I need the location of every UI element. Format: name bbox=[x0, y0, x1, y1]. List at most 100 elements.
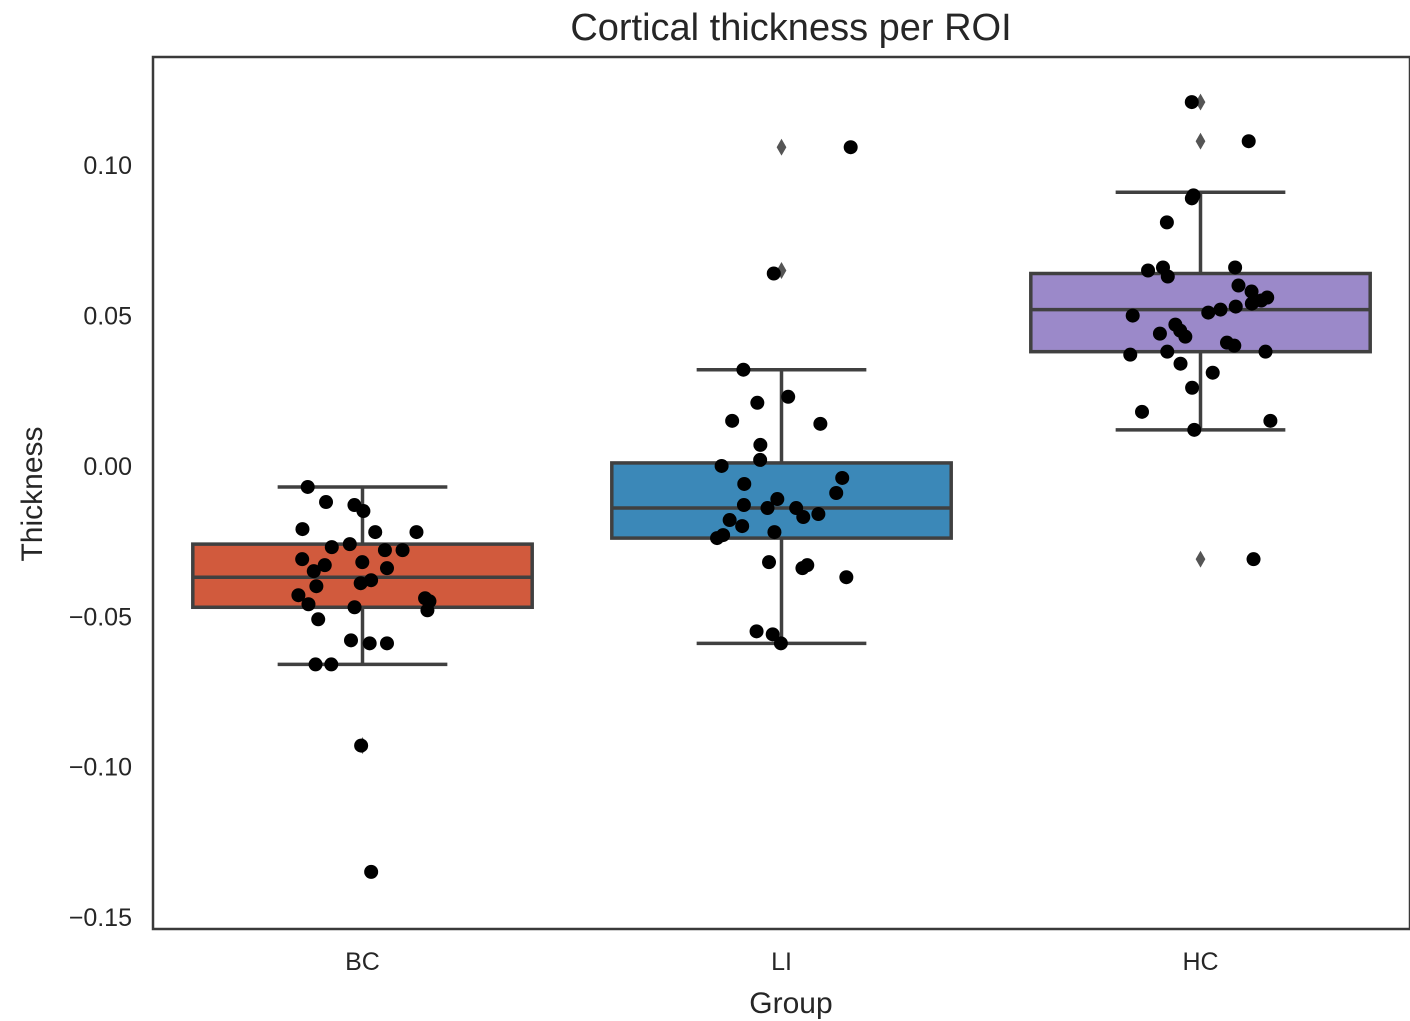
data-point bbox=[1159, 215, 1174, 230]
data-point bbox=[753, 452, 768, 467]
data-point bbox=[829, 486, 844, 500]
data-point bbox=[835, 470, 850, 485]
outlier-marker bbox=[1195, 550, 1206, 568]
data-point bbox=[813, 416, 828, 431]
x-tick-label-bc: BC bbox=[345, 948, 380, 976]
data-point bbox=[1263, 413, 1278, 428]
data-point bbox=[1184, 191, 1199, 206]
data-point bbox=[295, 522, 310, 537]
data-point bbox=[1246, 552, 1261, 567]
data-point bbox=[753, 437, 768, 452]
data-point bbox=[735, 519, 750, 534]
y-tick-label: −0.05 bbox=[69, 603, 132, 631]
data-point bbox=[308, 657, 323, 672]
data-point bbox=[1173, 356, 1188, 371]
data-point bbox=[767, 525, 782, 540]
data-point bbox=[773, 636, 788, 651]
data-point bbox=[1125, 308, 1140, 323]
data-point bbox=[324, 657, 339, 672]
data-point bbox=[749, 624, 764, 639]
data-point bbox=[1187, 422, 1202, 437]
data-point bbox=[309, 579, 324, 594]
data-point bbox=[1178, 329, 1193, 344]
y-tick-label: 0.00 bbox=[83, 453, 132, 481]
data-point bbox=[300, 479, 315, 494]
data-point bbox=[291, 588, 306, 603]
data-point bbox=[379, 561, 394, 576]
data-point bbox=[839, 570, 854, 585]
data-point bbox=[1123, 347, 1138, 362]
data-point bbox=[301, 597, 316, 612]
data-point bbox=[362, 636, 377, 651]
y-tick-label: −0.15 bbox=[69, 904, 132, 932]
data-point bbox=[736, 498, 751, 513]
strip-points-li bbox=[710, 140, 858, 651]
data-point bbox=[356, 504, 371, 519]
data-point bbox=[1160, 344, 1175, 359]
data-point bbox=[353, 576, 368, 591]
outlier-marker bbox=[1195, 93, 1206, 111]
data-point bbox=[737, 476, 752, 491]
chart-title: Cortical thickness per ROI bbox=[570, 7, 1011, 49]
data-point bbox=[796, 510, 811, 525]
data-point bbox=[770, 492, 785, 507]
outlier-marker bbox=[1195, 132, 1206, 150]
data-point bbox=[1135, 404, 1150, 419]
data-point bbox=[1244, 284, 1259, 299]
data-point bbox=[324, 540, 339, 555]
data-point bbox=[317, 558, 332, 573]
data-point bbox=[409, 525, 424, 540]
data-point bbox=[319, 495, 334, 510]
data-point bbox=[710, 531, 725, 546]
data-point bbox=[762, 555, 777, 570]
y-axis-label: Thickness bbox=[16, 426, 49, 561]
data-point bbox=[343, 633, 358, 648]
data-point bbox=[1205, 365, 1220, 380]
data-point bbox=[1213, 302, 1228, 317]
data-point bbox=[1160, 269, 1175, 284]
data-point bbox=[347, 600, 362, 615]
box-group-li bbox=[610, 138, 953, 646]
plot-area bbox=[191, 93, 1372, 879]
y-tick-label: 0.10 bbox=[83, 152, 132, 180]
data-point bbox=[342, 537, 357, 552]
strip-points-bc bbox=[291, 479, 437, 879]
data-point bbox=[420, 603, 435, 618]
data-point bbox=[714, 458, 729, 473]
data-point bbox=[1201, 305, 1216, 320]
data-point bbox=[355, 555, 370, 570]
data-point bbox=[368, 525, 383, 540]
data-point bbox=[760, 501, 775, 516]
data-point bbox=[1244, 296, 1259, 311]
data-point bbox=[843, 140, 858, 155]
data-point bbox=[377, 543, 392, 558]
data-point bbox=[311, 612, 326, 627]
x-tick-label-hc: HC bbox=[1182, 948, 1218, 976]
data-point bbox=[1185, 380, 1200, 395]
y-tick-label: 0.05 bbox=[83, 303, 132, 331]
data-point bbox=[765, 627, 780, 642]
y-tick-label: −0.10 bbox=[69, 754, 132, 782]
data-point bbox=[1228, 299, 1243, 314]
y-axis-ticks: 0.10 0.05 0.00 −0.05 −0.10 −0.15 bbox=[69, 152, 132, 932]
data-point bbox=[725, 413, 740, 428]
outlier-marker bbox=[776, 138, 787, 156]
data-point bbox=[395, 543, 410, 558]
data-point bbox=[354, 738, 369, 753]
data-point bbox=[364, 864, 379, 879]
data-point bbox=[1258, 344, 1273, 359]
data-point bbox=[750, 395, 765, 410]
data-point bbox=[295, 552, 310, 567]
data-point bbox=[1228, 260, 1243, 275]
data-point bbox=[306, 564, 321, 579]
data-point bbox=[379, 636, 394, 651]
data-point bbox=[1241, 134, 1256, 149]
data-point bbox=[781, 389, 796, 404]
iqr-box bbox=[1029, 271, 1372, 354]
data-point bbox=[1231, 278, 1246, 293]
data-point bbox=[1184, 95, 1199, 110]
data-point bbox=[1227, 338, 1242, 353]
strip-points-hc bbox=[1123, 95, 1278, 567]
box-group-bc bbox=[191, 485, 534, 755]
